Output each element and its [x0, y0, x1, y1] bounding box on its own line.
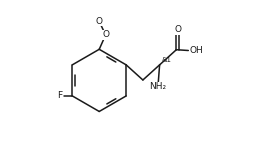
Text: OH: OH	[189, 46, 203, 55]
Text: O: O	[96, 17, 103, 26]
Text: O: O	[102, 30, 109, 39]
Text: F: F	[58, 91, 63, 100]
Text: NH₂: NH₂	[150, 82, 167, 91]
Text: &1: &1	[162, 57, 171, 63]
Text: O: O	[174, 25, 181, 34]
